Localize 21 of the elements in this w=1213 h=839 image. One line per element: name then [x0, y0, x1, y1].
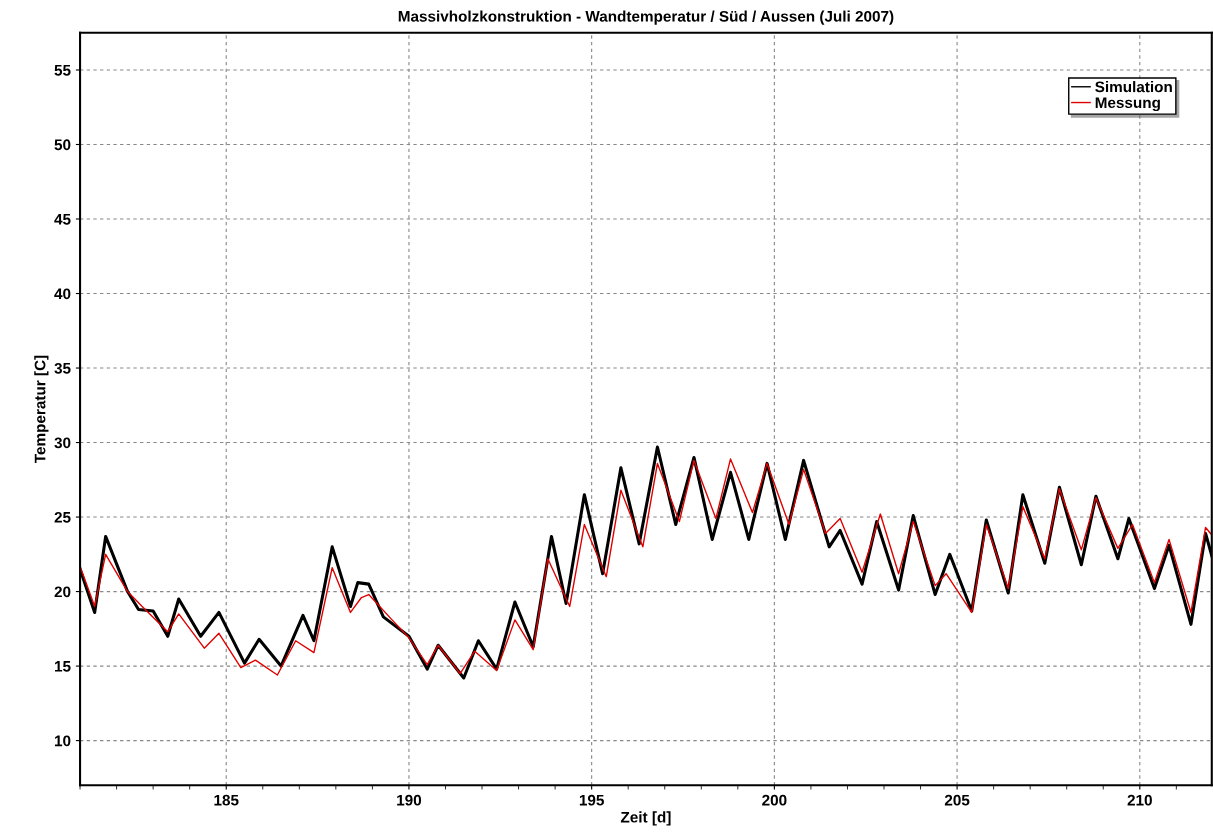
y-tick-label: 45: [54, 214, 71, 225]
x-tick-label: 185: [214, 794, 239, 806]
legend-label: Messung: [1095, 97, 1160, 112]
x-tick-label: 190: [397, 794, 422, 806]
y-tick-label: 30: [54, 437, 71, 449]
y-tick-label: 25: [54, 511, 71, 523]
y-tick-label: 55: [54, 65, 71, 76]
y-axis-title: Temperatur [C]: [34, 355, 49, 464]
x-axis-title: Zeit [d]: [620, 811, 671, 826]
y-tick-label: 10: [55, 735, 71, 747]
chart-title: Massivholzkonstruktion - Wandtemperatur / Süd / Aussen (Juli 2007): [398, 10, 894, 25]
x-tick-label: 200: [762, 794, 787, 806]
legend-label: Simulation: [1095, 81, 1172, 93]
x-tick-label: 205: [944, 794, 970, 806]
y-tick-label: 50: [54, 139, 71, 151]
y-tick-label: 40: [54, 288, 71, 300]
y-tick-label: 35: [54, 362, 71, 374]
x-tick-label: 210: [1127, 794, 1152, 806]
y-tick-label: 15: [55, 661, 71, 672]
x-tick-label: 195: [579, 794, 604, 806]
y-tick-label: 20: [54, 586, 71, 598]
